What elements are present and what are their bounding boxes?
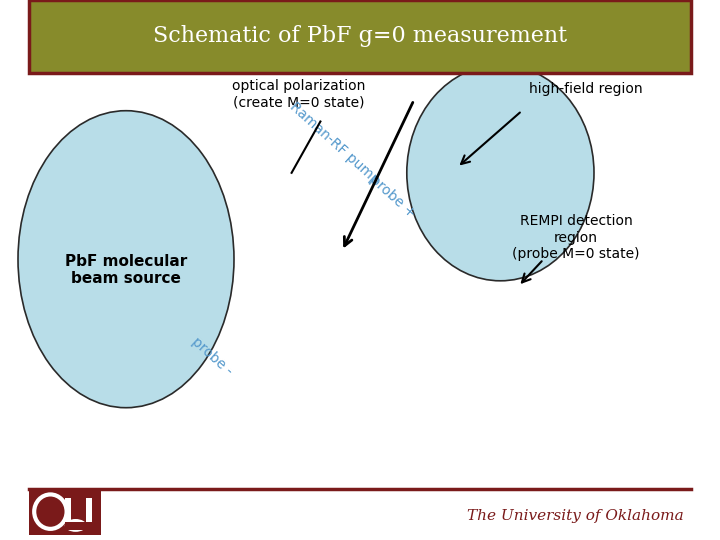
Bar — [86, 498, 92, 525]
Text: probe +: probe + — [366, 173, 418, 221]
Bar — [65, 498, 71, 525]
Ellipse shape — [18, 111, 234, 408]
Text: Schematic of PbF g=0 measurement: Schematic of PbF g=0 measurement — [153, 25, 567, 48]
Text: REMPI detection
region
(probe M=0 state): REMPI detection region (probe M=0 state) — [512, 214, 640, 261]
Text: PbF molecular
beam source: PbF molecular beam source — [65, 254, 187, 286]
Bar — [65, 522, 92, 530]
Bar — [29, 0, 691, 73]
Ellipse shape — [407, 65, 594, 281]
Text: high-field region: high-field region — [529, 82, 643, 96]
Text: optical polarization
(create M=0 state): optical polarization (create M=0 state) — [232, 79, 366, 110]
Ellipse shape — [65, 519, 86, 532]
Text: The University of Oklahoma: The University of Oklahoma — [467, 509, 684, 523]
Ellipse shape — [35, 495, 67, 529]
Ellipse shape — [42, 501, 58, 522]
Text: Raman-RF pump: Raman-RF pump — [287, 99, 382, 187]
Text: probe -: probe - — [189, 335, 235, 378]
